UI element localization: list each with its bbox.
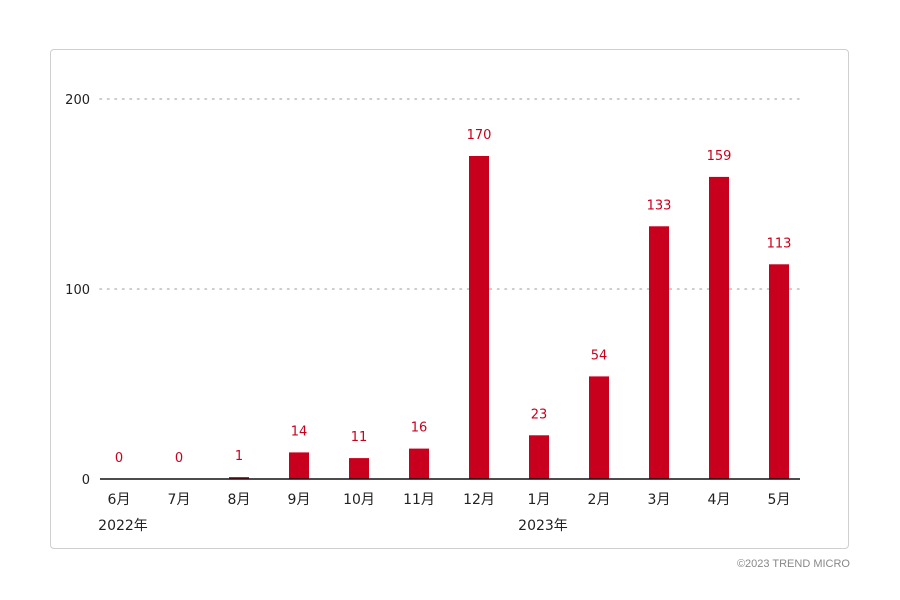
- labels-layer: 0 0 1 14 11 16 170 23 54 133 159 113: [115, 128, 792, 466]
- x-tick-label: 6月: [108, 492, 131, 508]
- data-label: 159: [707, 149, 732, 164]
- x-tick-label: 9月: [288, 492, 311, 508]
- bar-10: [649, 226, 669, 479]
- y-tick-label: 100: [65, 283, 90, 298]
- data-label: 0: [115, 451, 123, 466]
- data-label: 133: [647, 198, 672, 213]
- x-tick-label: 4月: [708, 492, 731, 508]
- copyright-text: ©2023 TREND MICRO: [736, 558, 850, 570]
- bar-9: [589, 376, 609, 479]
- x-tick-label: 2月: [588, 492, 611, 508]
- bar-3: [229, 477, 249, 479]
- x-tick-label: 10月: [343, 492, 375, 508]
- data-label: 54: [591, 348, 608, 363]
- bar-12: [769, 264, 789, 479]
- data-label: 113: [767, 236, 792, 251]
- grid-layer: [99, 98, 801, 290]
- data-label: 23: [531, 407, 548, 422]
- x-tick-label: 3月: [648, 492, 671, 508]
- x-tick-label: 7月: [168, 492, 191, 508]
- bar-4: [289, 452, 309, 479]
- data-label: 16: [411, 421, 428, 436]
- data-label: 14: [291, 424, 308, 439]
- x-tick-label: 12月: [463, 492, 495, 508]
- data-label: 11: [351, 430, 368, 445]
- chart-frame: [50, 49, 849, 549]
- data-label: 1: [235, 449, 243, 464]
- data-label: 0: [175, 451, 183, 466]
- bar-6: [409, 448, 429, 479]
- bar-11: [709, 176, 729, 479]
- bar-7: [469, 156, 489, 479]
- y-tick-label: 200: [65, 93, 90, 108]
- x-tick-label: 8月: [228, 492, 251, 508]
- year-label: 2023年: [518, 518, 568, 534]
- bar-5: [349, 458, 369, 479]
- x-tick-label: 11月: [403, 492, 435, 508]
- year-label: 2022年: [98, 518, 148, 534]
- y-tick-label: 0: [82, 473, 90, 488]
- x-tick-label: 1月: [528, 492, 551, 508]
- data-label: 170: [467, 128, 492, 143]
- bar-8: [529, 435, 549, 479]
- x-tick-label: 5月: [768, 492, 791, 508]
- bars-layer: [229, 156, 789, 479]
